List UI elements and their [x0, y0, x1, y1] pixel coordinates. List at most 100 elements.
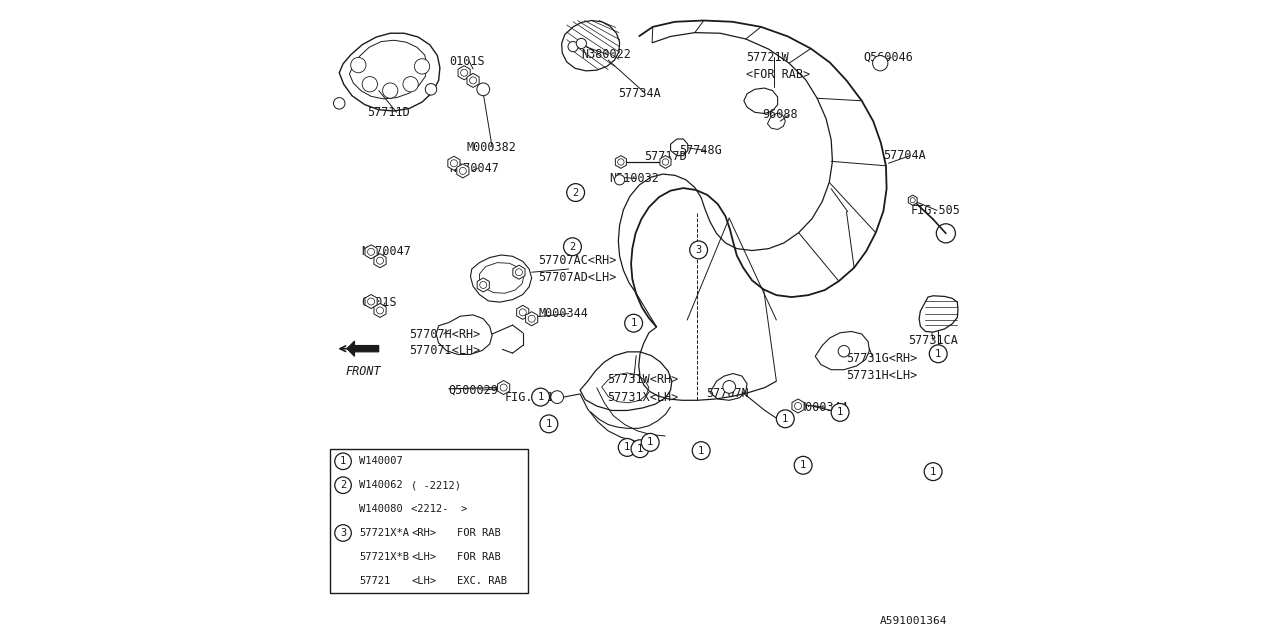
- Text: 1: 1: [698, 445, 704, 456]
- Text: 0101S: 0101S: [449, 55, 484, 68]
- Text: 0101S: 0101S: [361, 296, 397, 309]
- Text: 57721: 57721: [358, 576, 390, 586]
- Text: 1: 1: [637, 444, 643, 454]
- Text: 1: 1: [782, 414, 788, 424]
- Text: 1: 1: [837, 408, 844, 417]
- Text: 57721X*A: 57721X*A: [358, 528, 410, 538]
- Text: <RH>: <RH>: [411, 528, 436, 538]
- Text: 57704A: 57704A: [883, 149, 927, 162]
- Circle shape: [929, 345, 947, 363]
- Polygon shape: [457, 164, 468, 178]
- Circle shape: [334, 98, 346, 109]
- Polygon shape: [616, 156, 626, 168]
- Circle shape: [692, 442, 710, 460]
- Text: EXC. RAB: EXC. RAB: [457, 576, 507, 586]
- Text: 57731CA: 57731CA: [908, 334, 957, 347]
- Circle shape: [936, 224, 955, 243]
- Text: 3: 3: [340, 528, 346, 538]
- Text: Q500029: Q500029: [449, 383, 499, 397]
- Circle shape: [568, 42, 579, 52]
- Polygon shape: [477, 278, 489, 292]
- Text: 1: 1: [538, 392, 544, 402]
- Text: 57707H<RH>: 57707H<RH>: [410, 328, 480, 340]
- Text: W140007: W140007: [358, 456, 403, 467]
- Polygon shape: [513, 265, 525, 279]
- Circle shape: [362, 77, 378, 92]
- Circle shape: [335, 525, 351, 541]
- Text: 3: 3: [695, 245, 701, 255]
- Text: 57707N: 57707N: [707, 387, 749, 400]
- Polygon shape: [467, 74, 479, 88]
- Text: 1: 1: [625, 442, 630, 452]
- Circle shape: [351, 58, 366, 73]
- Text: 57731G<RH>: 57731G<RH>: [846, 352, 918, 365]
- Circle shape: [831, 403, 849, 421]
- Text: FOR RAB: FOR RAB: [457, 528, 500, 538]
- Circle shape: [723, 381, 736, 394]
- Text: N370047: N370047: [449, 162, 499, 175]
- Circle shape: [531, 388, 549, 406]
- Text: 57707AD<LH>: 57707AD<LH>: [538, 271, 617, 284]
- Polygon shape: [498, 381, 509, 394]
- Circle shape: [576, 38, 586, 49]
- Text: 1: 1: [800, 460, 806, 470]
- Circle shape: [415, 59, 430, 74]
- Text: N370047: N370047: [361, 245, 411, 259]
- Circle shape: [403, 77, 419, 92]
- FancyBboxPatch shape: [330, 449, 527, 593]
- Text: 96088: 96088: [763, 108, 797, 122]
- Text: W140062: W140062: [358, 480, 403, 490]
- Text: 1: 1: [340, 456, 346, 467]
- Text: M000382: M000382: [467, 141, 517, 154]
- Text: M000344: M000344: [797, 401, 847, 414]
- Text: 57731W<RH>: 57731W<RH>: [607, 373, 678, 387]
- Text: 1: 1: [931, 467, 936, 477]
- Circle shape: [641, 433, 659, 451]
- Circle shape: [335, 453, 351, 470]
- Text: 2: 2: [570, 242, 576, 252]
- Text: 2: 2: [340, 480, 346, 490]
- Circle shape: [540, 415, 558, 433]
- Circle shape: [838, 346, 850, 357]
- Text: <LH>: <LH>: [411, 576, 436, 586]
- Circle shape: [777, 410, 794, 428]
- Circle shape: [550, 391, 563, 403]
- Text: N510032: N510032: [609, 172, 659, 185]
- Circle shape: [383, 83, 398, 99]
- Polygon shape: [374, 303, 387, 317]
- Polygon shape: [909, 195, 918, 205]
- Polygon shape: [517, 305, 529, 319]
- Polygon shape: [448, 156, 460, 170]
- Circle shape: [690, 241, 708, 259]
- Text: 57711D: 57711D: [367, 106, 410, 120]
- Text: 57734A: 57734A: [618, 86, 660, 100]
- Text: M000344: M000344: [538, 307, 588, 320]
- Text: N380022: N380022: [581, 49, 631, 61]
- Text: 57721X*B: 57721X*B: [358, 552, 410, 562]
- Text: Q560046: Q560046: [863, 51, 913, 64]
- Text: <LH>: <LH>: [411, 552, 436, 562]
- Polygon shape: [374, 253, 387, 268]
- Text: 2: 2: [572, 188, 579, 198]
- Text: 57721W: 57721W: [746, 51, 788, 64]
- Text: <FOR RAB>: <FOR RAB>: [746, 68, 810, 81]
- Text: A591001364: A591001364: [881, 616, 947, 626]
- Polygon shape: [526, 312, 538, 326]
- Circle shape: [563, 238, 581, 255]
- Text: FIG.541: FIG.541: [504, 390, 554, 404]
- Circle shape: [924, 463, 942, 481]
- Text: <2212-  >: <2212- >: [411, 504, 467, 514]
- Text: FOR RAB: FOR RAB: [457, 552, 500, 562]
- Text: FIG.505: FIG.505: [910, 204, 960, 217]
- Polygon shape: [660, 156, 671, 168]
- Text: 57731X<LH>: 57731X<LH>: [607, 390, 678, 404]
- Text: 57707AC<RH>: 57707AC<RH>: [538, 253, 617, 267]
- Text: W140080: W140080: [358, 504, 403, 514]
- Circle shape: [567, 184, 585, 202]
- Circle shape: [873, 56, 888, 71]
- Circle shape: [425, 84, 436, 95]
- Circle shape: [335, 477, 351, 493]
- Circle shape: [625, 314, 643, 332]
- Circle shape: [631, 440, 649, 458]
- Text: 1: 1: [631, 318, 636, 328]
